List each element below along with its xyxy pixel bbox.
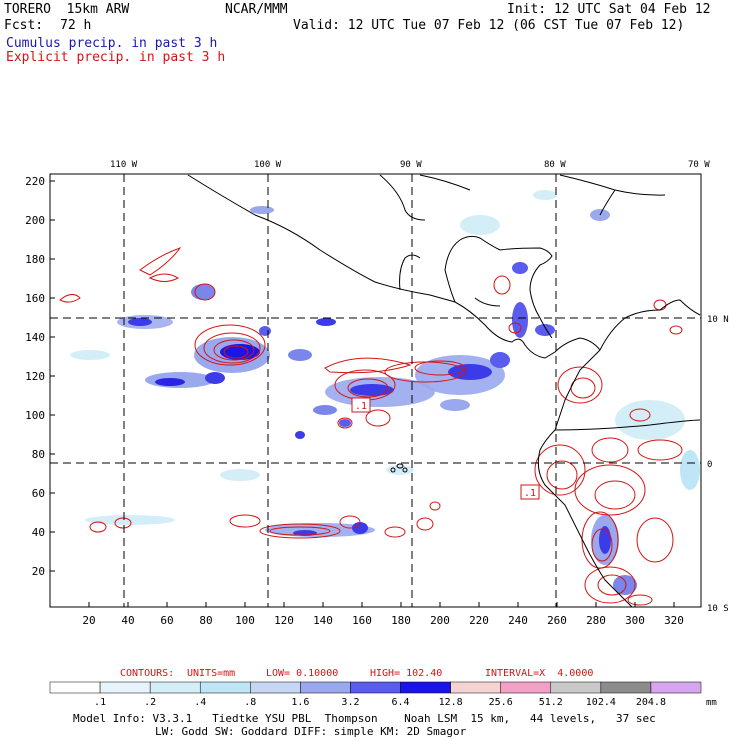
colorbar-swatch: [450, 681, 501, 694]
colorbar-swatch: [350, 681, 401, 694]
lon-label-80w: 80 W: [544, 160, 566, 170]
svg-text:40: 40: [121, 614, 134, 627]
svg-text:180: 180: [25, 253, 45, 266]
lon-label-100w: 100 W: [254, 160, 282, 170]
colorbar-label: .2: [144, 697, 156, 708]
colorbar-label: 12.8: [439, 697, 463, 708]
svg-text:60: 60: [160, 614, 173, 627]
svg-text:20: 20: [32, 565, 45, 578]
forecast-label: Fcst:: [4, 18, 44, 33]
contours-high: HIGH= 102.40: [370, 668, 443, 679]
contours-units: UNITS=mm: [187, 668, 236, 679]
svg-text:160: 160: [25, 292, 45, 305]
svg-text:80: 80: [32, 448, 45, 461]
svg-text:220: 220: [25, 175, 45, 188]
colorbar-swatch: [300, 681, 351, 694]
colorbar-swatch: [500, 681, 552, 694]
lat-label-0: 0: [707, 460, 712, 470]
high-labels: .1 .1: [351, 397, 540, 500]
init-time: Init: 12 UTC Sat 04 Feb 12: [507, 2, 711, 17]
y-tick-labels: 20 40 60 80 100 120 140 160 180 200 220: [25, 175, 45, 578]
coastlines: [187, 174, 701, 608]
svg-text:20: 20: [82, 614, 95, 627]
colorbar-swatch: [600, 681, 652, 694]
svg-text:200: 200: [25, 214, 45, 227]
colorbar-swatch: [99, 681, 151, 694]
lon-label-90w: 90 W: [400, 160, 422, 170]
colorbar-swatch: [250, 681, 301, 694]
svg-text:260: 260: [547, 614, 567, 627]
colorbar-label: 3.2: [341, 697, 359, 708]
svg-text:240: 240: [508, 614, 528, 627]
forecast-hours: 72 h: [60, 18, 92, 33]
axis-ticks: [50, 180, 675, 607]
high-label-1: .1: [355, 401, 367, 412]
color-bar: .1.2.4.8 1.6 3.2 6.4 12.8 25.6 51.2 102.4 204.8 …: [49, 681, 717, 708]
svg-text:160: 160: [352, 614, 372, 627]
contours-low: LOW= 0.10000: [266, 668, 339, 679]
svg-text:140: 140: [25, 331, 45, 344]
svg-text:280: 280: [586, 614, 606, 627]
cumulus-precip-label: Cumulus precip. in past 3 h: [6, 36, 218, 51]
svg-text:220: 220: [469, 614, 489, 627]
colorbar-label: .1: [94, 697, 106, 708]
svg-text:120: 120: [25, 370, 45, 383]
svg-text:180: 180: [391, 614, 411, 627]
colorbar-label: .8: [244, 697, 256, 708]
svg-text:300: 300: [625, 614, 645, 627]
colorbar-swatch: [650, 681, 702, 694]
org-label: NCAR/MMM: [225, 2, 288, 17]
colorbar-label: 102.4: [586, 697, 616, 708]
svg-text:120: 120: [274, 614, 294, 627]
colorbar-label: .4: [194, 697, 206, 708]
model-info-line1: Model Info: V3.3.1 Tiedtke YSU PBL Thomp…: [73, 712, 656, 725]
svg-text:140: 140: [313, 614, 333, 627]
colorbar-swatch: [550, 681, 602, 694]
colorbar-swatches: [49, 681, 702, 694]
colorbar-label: 1.6: [291, 697, 309, 708]
contours-label: CONTOURS:: [120, 668, 175, 679]
lat-lon-grid: [50, 174, 701, 607]
contours-interval: INTERVAL=X 4.0000: [485, 668, 594, 679]
svg-text:40: 40: [32, 526, 45, 539]
lat-label-10s: 10 S: [707, 604, 729, 614]
colorbar-label: 204.8: [636, 697, 666, 708]
model-info-line2: LW: Godd SW: Goddard DIFF: simple KM: 2D…: [155, 725, 467, 738]
colorbar-swatch: [199, 681, 251, 694]
svg-text:320: 320: [664, 614, 684, 627]
colorbar-label: 51.2: [539, 697, 563, 708]
colorbar-swatch: [49, 681, 101, 694]
svg-text:100: 100: [25, 409, 45, 422]
svg-text:60: 60: [32, 487, 45, 500]
svg-text:80: 80: [199, 614, 212, 627]
colorbar-unit: mm: [706, 698, 717, 708]
valid-time: Valid: 12 UTC Tue 07 Feb 12 (06 CST Tue …: [293, 18, 685, 33]
colorbar-swatch: [149, 681, 201, 694]
high-label-2: .1: [524, 488, 536, 499]
colorbar-labels: .1 .2 .4 .8 1.6 3.2 6.4 12.8 25.6 51.2 102.4 204.8: [94, 697, 666, 708]
colorbar-swatch: [400, 681, 451, 694]
lat-labels: 10 N 0 10 S: [707, 315, 729, 614]
colorbar-label: 25.6: [489, 697, 513, 708]
colorbar-label: 6.4: [392, 697, 410, 708]
svg-text:100: 100: [235, 614, 255, 627]
lon-labels: 110 W 100 W 90 W 80 W 70 W: [110, 160, 710, 170]
model-title: TORERO 15km ARW: [4, 2, 130, 17]
x-tick-labels: 20 40 60 80 100 120 140 160 180 200 220 …: [82, 614, 684, 627]
lon-label-70w: 70 W: [688, 160, 710, 170]
lon-label-110w: 110 W: [110, 160, 138, 170]
lat-label-10n: 10 N: [707, 315, 729, 325]
explicit-precip-label: Explicit precip. in past 3 h: [6, 50, 226, 65]
svg-text:200: 200: [430, 614, 450, 627]
